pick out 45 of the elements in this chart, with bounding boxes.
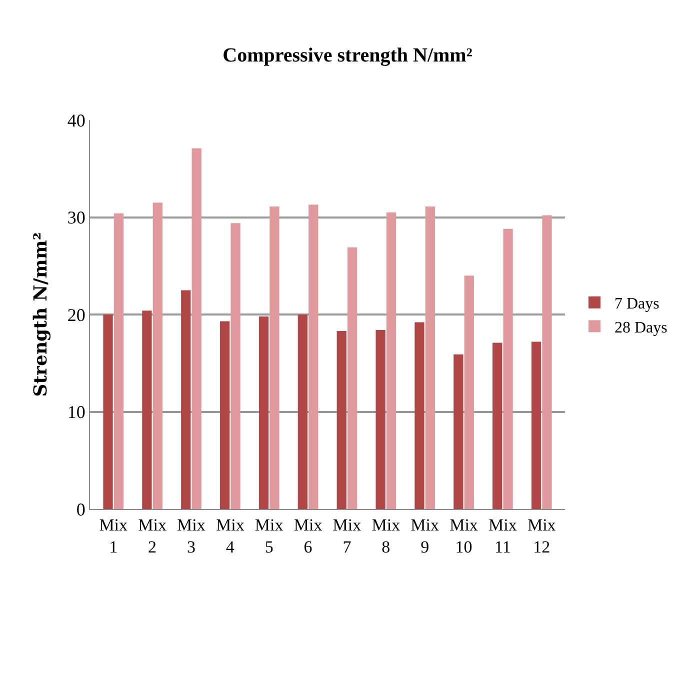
bar <box>542 215 552 509</box>
x-tick-label: Mix 4 <box>216 515 245 556</box>
bar <box>230 223 240 509</box>
x-tick-label: Mix 2 <box>138 515 167 556</box>
bar <box>181 290 191 509</box>
y-tick-label: 30 <box>67 208 86 228</box>
bar <box>298 314 308 509</box>
bar <box>376 330 386 509</box>
bar <box>103 314 113 509</box>
y-tick-label: 10 <box>67 402 86 422</box>
bar <box>386 212 396 509</box>
y-tick-label: 0 <box>76 499 86 520</box>
bar <box>336 331 346 509</box>
bar <box>308 204 318 509</box>
x-tick-label: Mix 3 <box>177 515 206 556</box>
x-tick-label: Mix 9 <box>410 515 440 556</box>
bar <box>152 202 162 509</box>
bar <box>464 276 474 509</box>
bar <box>220 321 230 509</box>
x-tick-label: Mix 1 <box>99 515 128 556</box>
x-tick-label: Mix 5 <box>254 515 284 556</box>
legend-label: 28 Days <box>614 319 668 336</box>
x-tick-label: Mix 10 <box>450 515 478 556</box>
y-axis-title: Strength N/mm² <box>30 232 52 397</box>
legend-label: 7 Days <box>614 296 660 313</box>
x-tick-label: Mix 8 <box>372 515 401 556</box>
bar <box>492 342 502 509</box>
bar <box>192 148 202 509</box>
y-tick-label: 20 <box>67 304 86 325</box>
bar <box>142 310 152 509</box>
bar <box>454 354 464 509</box>
chart-title: Compressive strength N/mm² <box>222 44 472 67</box>
bar <box>503 228 513 509</box>
x-tick-label: Mix 11 <box>488 515 518 556</box>
bar <box>348 247 358 509</box>
bar <box>114 213 124 509</box>
x-tick-label: Mix 7 <box>332 515 362 556</box>
bar <box>414 322 424 509</box>
y-tick-label: 40 <box>67 110 86 130</box>
x-tick-label: Mix 6 <box>294 515 323 556</box>
bar <box>425 206 436 509</box>
bar <box>531 342 542 509</box>
bar <box>258 316 269 509</box>
x-tick-label: Mix 12 <box>527 515 556 556</box>
bar <box>270 206 280 509</box>
